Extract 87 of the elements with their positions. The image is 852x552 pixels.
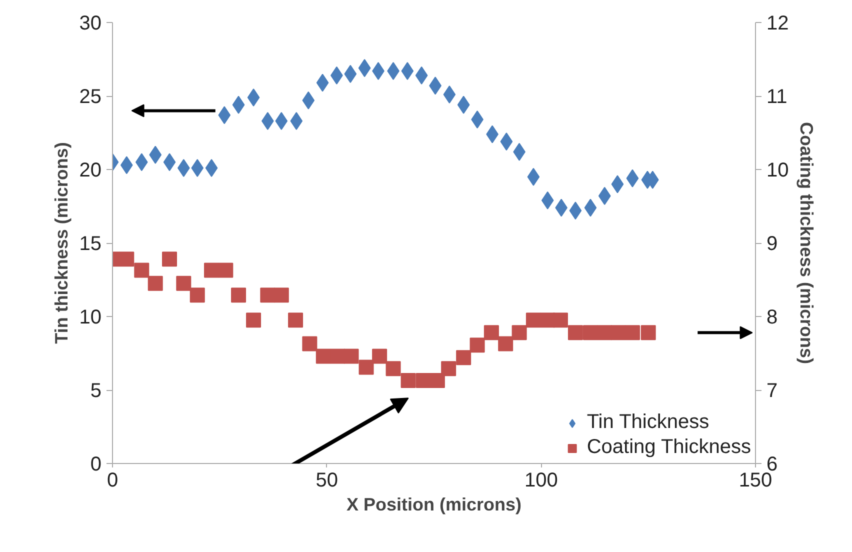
point: [626, 169, 639, 188]
point: [541, 191, 554, 210]
y-tick-label: 15: [79, 233, 102, 255]
y2-tick-label: 12: [766, 12, 789, 34]
point: [218, 262, 234, 278]
point: [290, 112, 303, 130]
point: [344, 64, 357, 83]
y-tick-label: 25: [79, 86, 102, 108]
point: [288, 312, 304, 328]
y-tick-label: 30: [79, 12, 102, 34]
point: [204, 262, 220, 278]
point: [205, 159, 218, 178]
point: [274, 288, 289, 303]
point: [584, 198, 597, 217]
point: [218, 106, 231, 124]
point: [552, 312, 568, 328]
point: [119, 252, 134, 267]
point: [441, 361, 456, 376]
point: [372, 348, 388, 364]
point: [302, 336, 318, 352]
point: [498, 336, 514, 352]
point: [344, 348, 359, 364]
point: [597, 325, 612, 340]
point: [640, 325, 656, 340]
y-tick-label: 5: [90, 380, 102, 402]
y-tick-label: 10: [79, 306, 102, 328]
x-axis-title: X Position (microns): [346, 494, 522, 514]
point: [176, 276, 192, 291]
point: [232, 96, 245, 114]
point: [500, 132, 513, 151]
point: [231, 288, 246, 303]
point: [457, 96, 470, 114]
y-axis-title: Tin thickness (microns): [51, 142, 72, 344]
point: [358, 59, 371, 78]
point: [316, 74, 329, 92]
point: [456, 350, 472, 366]
point: [430, 372, 445, 388]
x-tick-label: 150: [738, 470, 772, 492]
point: [569, 202, 582, 220]
point: [275, 112, 288, 130]
point: [163, 153, 176, 172]
y2-tick-label: 8: [766, 306, 778, 328]
point: [149, 146, 162, 164]
point: [624, 325, 640, 340]
point: [443, 86, 456, 104]
y2-tick-label: 9: [766, 233, 778, 255]
point: [415, 66, 428, 84]
y-tick-label: 20: [79, 160, 102, 182]
y-tick-label: 0: [90, 454, 102, 476]
point: [134, 262, 150, 278]
legend-label: Tin Thickness: [586, 411, 710, 434]
point: [246, 312, 262, 328]
x-tick-label: 50: [316, 470, 338, 492]
point: [610, 325, 626, 340]
point: [470, 338, 485, 353]
point: [527, 168, 540, 186]
point: [416, 372, 431, 388]
x-tick-label: 100: [524, 470, 558, 492]
legend-label: Coating Thickness: [586, 436, 751, 459]
point: [191, 159, 204, 178]
point: [611, 175, 624, 194]
point: [120, 156, 133, 174]
y2-tick-label: 7: [766, 380, 778, 402]
point: [401, 62, 414, 80]
point: [148, 276, 163, 291]
y2-axis-title: Coating thickness (microns): [796, 122, 817, 364]
point: [260, 288, 276, 303]
point: [386, 361, 401, 376]
point: [484, 325, 499, 340]
point: [162, 252, 178, 267]
point: [582, 325, 598, 340]
point: [135, 153, 148, 172]
y2-tick-label: 11: [766, 86, 788, 108]
point: [568, 325, 583, 340]
point: [330, 348, 346, 364]
y2-tick-label: 10: [766, 160, 789, 182]
point: [598, 186, 611, 205]
point: [302, 91, 315, 110]
point: [247, 88, 260, 106]
point: [512, 325, 527, 340]
point: [358, 360, 374, 375]
point: [316, 348, 331, 364]
point: [177, 159, 190, 178]
x-tick-label: 0: [106, 470, 118, 492]
point: [190, 288, 205, 303]
point: [400, 372, 416, 388]
point: [526, 312, 541, 328]
